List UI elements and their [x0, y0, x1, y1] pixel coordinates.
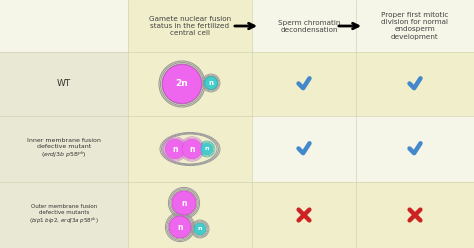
- Text: n: n: [205, 147, 209, 152]
- Circle shape: [201, 143, 213, 155]
- Text: 2n: 2n: [176, 80, 188, 89]
- Bar: [252, 52, 474, 116]
- Bar: [128, 0, 252, 248]
- Bar: [0, 116, 128, 182]
- Text: Sperm chromatin
decondensation: Sperm chromatin decondensation: [278, 20, 340, 32]
- Text: n: n: [189, 145, 195, 154]
- Circle shape: [165, 139, 185, 159]
- Text: n: n: [198, 226, 202, 231]
- Text: n: n: [177, 222, 183, 231]
- Circle shape: [182, 139, 202, 159]
- Circle shape: [204, 76, 218, 90]
- Circle shape: [169, 216, 191, 238]
- Bar: [0, 52, 128, 116]
- Circle shape: [172, 191, 196, 215]
- Text: Inner membrane fusion
defective mutant
($\mathit{erdj3b}$ $\mathit{p58^{pk}}$): Inner membrane fusion defective mutant (…: [27, 138, 101, 160]
- Text: n: n: [172, 145, 178, 154]
- Text: Gamete nuclear fusion
status in the fertilized
central cell: Gamete nuclear fusion status in the fert…: [149, 16, 231, 36]
- Circle shape: [163, 64, 201, 103]
- Circle shape: [194, 223, 206, 235]
- Text: n: n: [209, 80, 213, 86]
- Text: Proper first mitotic
division for normal
endosperm
development: Proper first mitotic division for normal…: [381, 12, 449, 39]
- Text: Outer membrane fusion
defective mutants
($\mathit{bip1}$ $\mathit{bip2}$, $\math: Outer membrane fusion defective mutants …: [29, 204, 99, 226]
- Bar: [0, 182, 128, 248]
- Bar: [252, 182, 474, 248]
- Text: n: n: [181, 198, 187, 208]
- Text: WT: WT: [57, 80, 71, 89]
